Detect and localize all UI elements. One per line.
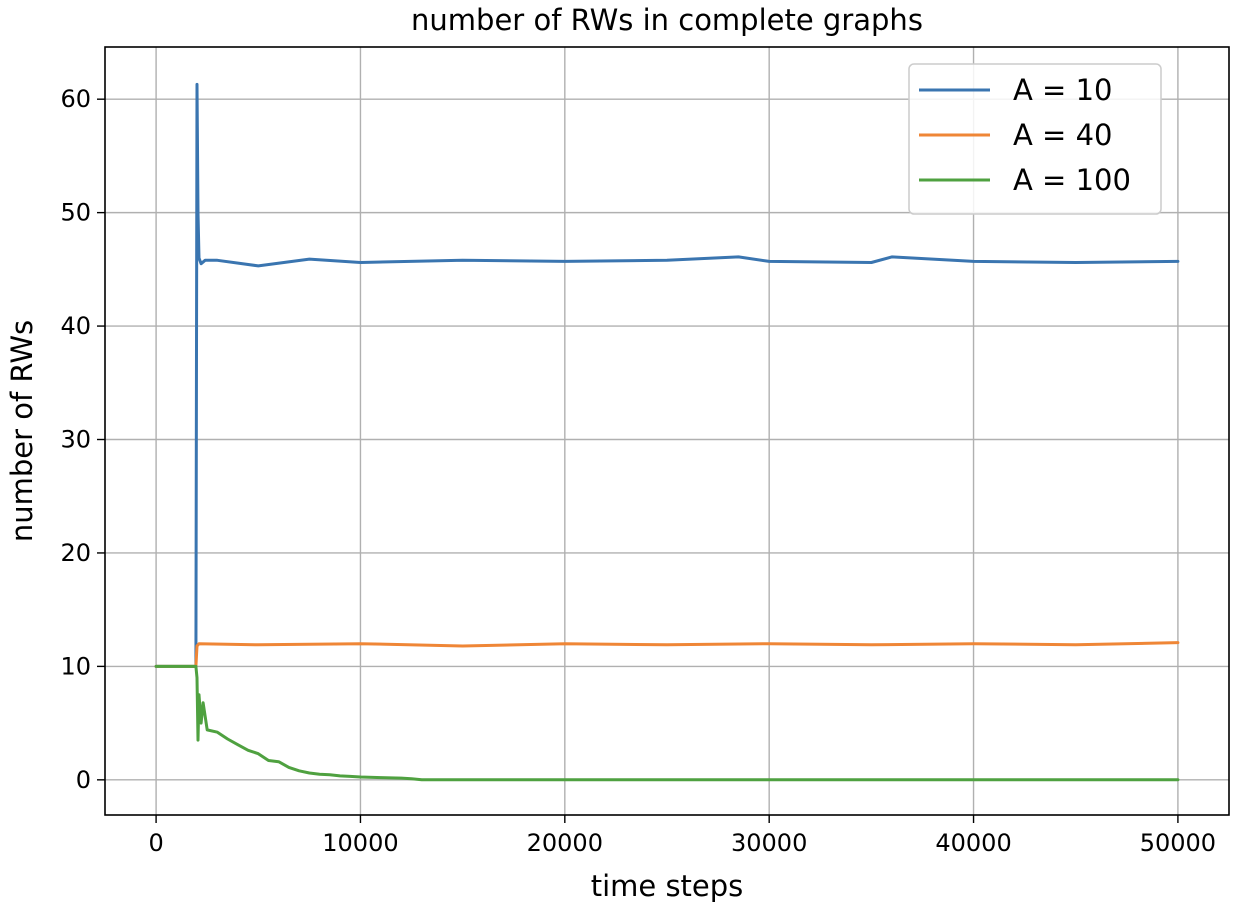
y-axis-label: number of RWs: [5, 320, 39, 542]
y-tick-label: 0: [76, 766, 91, 794]
legend-box: [908, 63, 1162, 215]
x-tick-label: 20000: [527, 829, 603, 857]
legend: A = 10 A = 40 A = 100: [908, 63, 1162, 215]
y-tick-label: 60: [60, 85, 91, 113]
y-tick-label: 30: [60, 426, 91, 454]
series-line-2: [154, 641, 1180, 668]
y-tick-label: 10: [60, 652, 91, 680]
x-axis-ticks: 0 10000 20000 30000 40000 50000: [148, 815, 1216, 857]
series-line-3: [154, 664, 1180, 782]
legend-label: A = 10: [1013, 73, 1112, 107]
y-tick-label: 40: [60, 312, 91, 340]
x-tick-label: 40000: [935, 829, 1011, 857]
series-lines: [154, 82, 1180, 782]
legend-label: A = 40: [1013, 118, 1112, 152]
y-tick-label: 50: [60, 199, 91, 227]
x-tick-label: 50000: [1140, 829, 1216, 857]
y-tick-label: 20: [60, 539, 91, 567]
plot-area-frame: [104, 46, 1230, 816]
y-axis-ticks: 0 10 20 30 40 50 60: [60, 85, 105, 794]
x-axis-label: time steps: [591, 869, 744, 903]
chart-title: number of RWs in complete graphs: [411, 3, 923, 37]
x-tick-label: 30000: [731, 829, 807, 857]
x-tick-label: 10000: [322, 829, 398, 857]
series-line-1: [154, 82, 1180, 668]
x-tick-label: 0: [148, 829, 163, 857]
legend-label: A = 100: [1013, 163, 1131, 197]
